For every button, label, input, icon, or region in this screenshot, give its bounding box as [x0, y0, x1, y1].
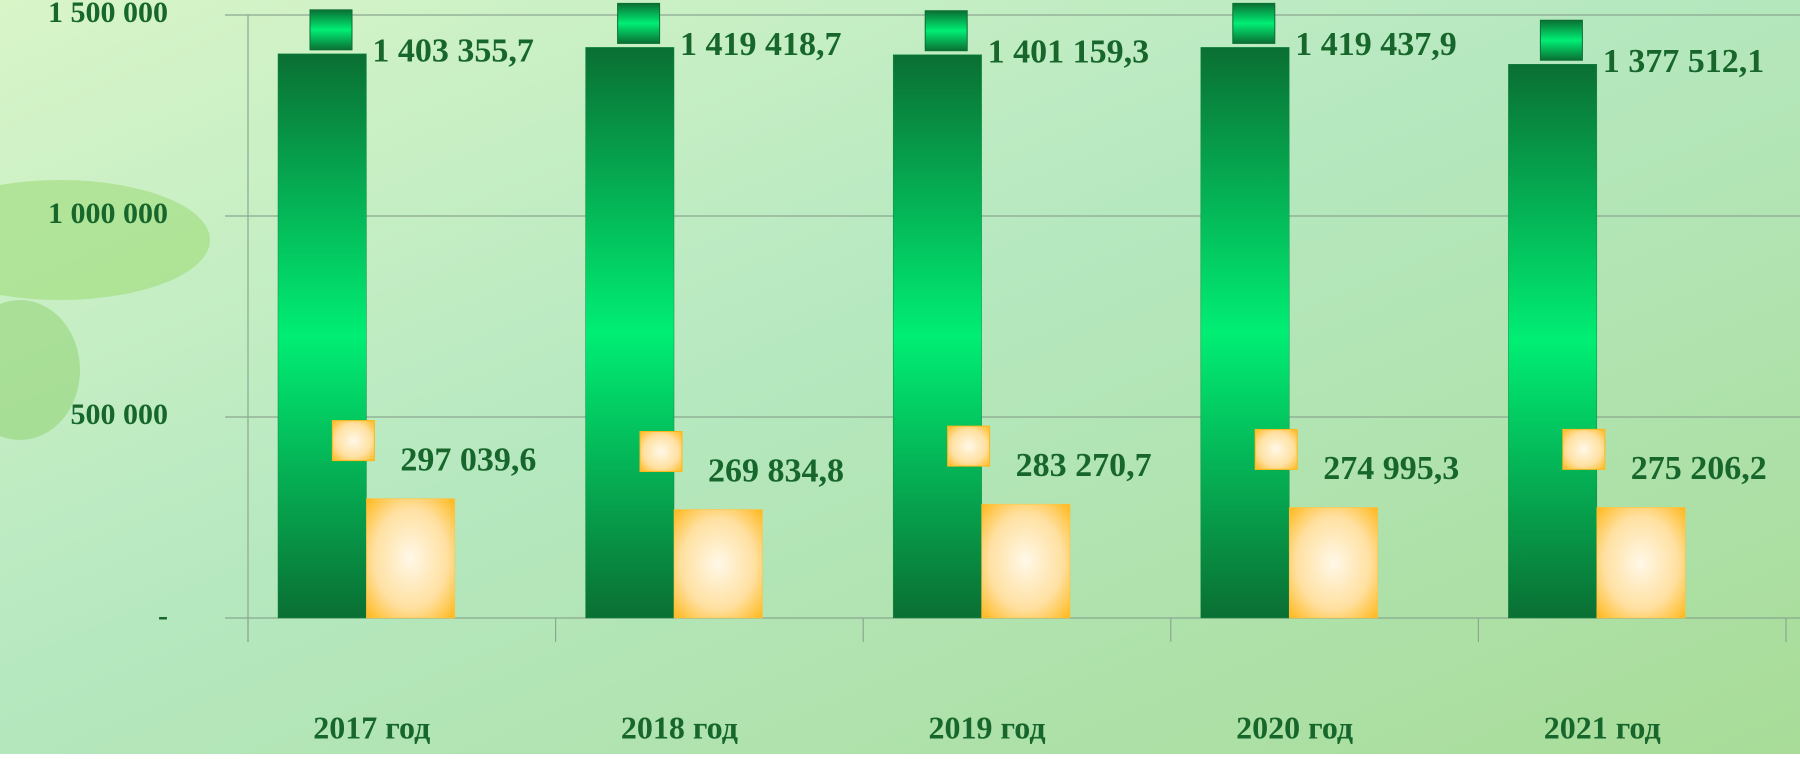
bar — [893, 55, 981, 618]
y-tick-label: 1 500 000 — [48, 0, 168, 29]
bar — [586, 47, 674, 618]
y-tick-label: - — [158, 599, 168, 632]
value-label: 1 401 159,3 — [988, 34, 1150, 71]
bar — [1201, 47, 1289, 618]
label-marker — [310, 10, 352, 50]
value-label: 269 834,8 — [708, 452, 844, 489]
bar — [1508, 64, 1596, 618]
bar — [1289, 507, 1377, 618]
label-marker — [640, 432, 682, 472]
label-marker — [948, 426, 990, 466]
x-tick-label: 2020 год — [1236, 709, 1353, 745]
value-label: 283 270,7 — [1016, 447, 1152, 484]
label-marker — [1233, 3, 1275, 43]
bar — [674, 510, 762, 618]
value-label: 275 206,2 — [1631, 450, 1767, 487]
y-tick-label: 1 000 000 — [48, 197, 168, 230]
x-tick-label: 2021 год — [1544, 709, 1661, 745]
value-label: 1 419 437,9 — [1295, 26, 1457, 63]
label-marker — [1540, 20, 1582, 60]
x-tick-label: 2017 год — [313, 709, 430, 745]
y-tick-label: 500 000 — [71, 398, 169, 431]
label-marker — [332, 421, 374, 461]
label-marker — [925, 11, 967, 51]
value-label: 274 995,3 — [1323, 450, 1459, 487]
label-marker — [1563, 429, 1605, 469]
x-tick-label: 2018 год — [621, 709, 738, 745]
label-marker — [1255, 429, 1297, 469]
value-label: 1 403 355,7 — [372, 33, 534, 70]
chart: - 500 000 1 000 000 1 500 000 2017 год 1 403 … — [0, 0, 1800, 754]
x-tick-label: 2019 год — [929, 709, 1046, 745]
bar — [1597, 507, 1685, 618]
value-label: 297 039,6 — [400, 441, 536, 478]
bar — [366, 499, 454, 618]
value-label: 1 419 418,7 — [680, 26, 842, 63]
bar — [982, 504, 1070, 618]
label-marker — [618, 3, 660, 43]
value-label: 1 377 512,1 — [1603, 43, 1765, 80]
bar — [278, 54, 366, 618]
